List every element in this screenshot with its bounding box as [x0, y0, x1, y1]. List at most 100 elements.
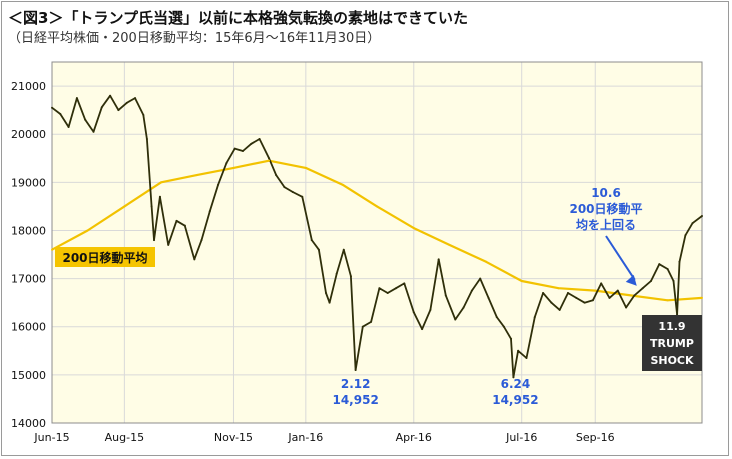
- ma200-point: [195, 174, 198, 177]
- price-point: [225, 162, 228, 165]
- price-point: [134, 97, 137, 100]
- price-point: [75, 97, 78, 100]
- price-point: [349, 275, 352, 278]
- annotation-low-jan-line: 2.12: [341, 377, 371, 391]
- price-point: [517, 349, 520, 352]
- ma200-point: [701, 296, 703, 299]
- price-point: [167, 243, 170, 246]
- price-point: [558, 308, 561, 311]
- price-point: [666, 267, 669, 270]
- price-point: [217, 183, 220, 186]
- price-point: [412, 311, 415, 314]
- price-point: [301, 195, 304, 198]
- price-point: [378, 287, 381, 290]
- price-point: [117, 109, 120, 112]
- price-point: [421, 328, 424, 331]
- price-point: [625, 306, 628, 309]
- price-point: [268, 157, 271, 160]
- price-point: [342, 248, 345, 251]
- price-point: [608, 296, 611, 299]
- trump-shock-box: [642, 315, 702, 371]
- price-point: [175, 219, 178, 222]
- price-point: [125, 101, 128, 104]
- annotation-cross-line: 200日移動平: [569, 201, 642, 216]
- price-point: [84, 118, 87, 121]
- price-point: [429, 308, 432, 311]
- price-point: [142, 113, 145, 116]
- y-tick-label: 14000: [11, 417, 46, 430]
- annotation-cross-arrow-head: [625, 274, 637, 286]
- price-point: [470, 289, 473, 292]
- ma200-point: [268, 159, 271, 162]
- price-point: [51, 106, 53, 109]
- price-point: [550, 301, 553, 304]
- price-point: [386, 292, 389, 295]
- y-tick-label: 21000: [11, 80, 46, 93]
- ma200-point: [123, 205, 126, 208]
- ma200-point: [557, 287, 560, 290]
- price-point: [208, 210, 211, 213]
- x-tick-label: Apr-16: [396, 431, 432, 444]
- ma200-point: [412, 227, 415, 230]
- price-point: [487, 296, 490, 299]
- price-point: [200, 239, 203, 242]
- price-point: [502, 325, 505, 328]
- price-point: [241, 150, 244, 153]
- y-tick-label: 20000: [11, 128, 46, 141]
- x-tick-label: Nov-15: [214, 431, 253, 444]
- x-tick-label: Aug-15: [105, 431, 144, 444]
- price-point: [672, 280, 675, 283]
- price-point: [275, 174, 278, 177]
- price-point: [258, 138, 261, 141]
- price-point: [575, 296, 578, 299]
- plot-area: [52, 62, 702, 423]
- price-point: [394, 287, 397, 290]
- ma200-point: [160, 181, 163, 184]
- price-point: [150, 205, 153, 208]
- price-point: [59, 112, 62, 115]
- ma200-label: 200日移動平均: [62, 250, 147, 265]
- x-tick-label: Sep-16: [576, 431, 615, 444]
- ma200-point: [485, 260, 488, 263]
- price-point: [525, 357, 528, 360]
- price-point: [317, 248, 320, 251]
- price-point: [100, 106, 103, 109]
- price-point: [658, 263, 661, 266]
- annotation-low-jun-line: 6.24: [501, 377, 531, 391]
- ma200-point: [448, 243, 451, 246]
- ma200-point: [232, 166, 235, 169]
- price-point: [512, 376, 515, 379]
- price-point: [158, 195, 161, 198]
- price-point: [454, 318, 457, 321]
- price-point: [633, 294, 636, 297]
- price-point: [361, 325, 364, 328]
- price-point: [641, 287, 644, 290]
- chart-title: ＜図3＞「トランプ氏当選」以前に本格強気転換の素地はできていた: [8, 9, 468, 27]
- annotation-cross-line: 10.6: [591, 186, 621, 200]
- ma200-point: [376, 205, 378, 208]
- price-point: [335, 272, 338, 275]
- plot-border: [51, 61, 703, 424]
- x-tick-label: Jul-16: [505, 431, 537, 444]
- price-point: [591, 299, 594, 302]
- y-tick-label: 16000: [11, 321, 46, 334]
- price-point: [444, 294, 447, 297]
- annotation-cross-line: 均を上回る: [576, 217, 636, 232]
- price-point: [691, 222, 694, 225]
- price-point: [701, 215, 703, 218]
- price-point: [328, 301, 331, 304]
- price-point: [354, 369, 357, 372]
- price-point: [437, 258, 440, 261]
- ma200-point: [594, 289, 597, 292]
- ma200-point: [51, 248, 53, 251]
- ma200-point: [666, 299, 669, 302]
- price-point: [183, 224, 186, 227]
- price-point: [324, 292, 327, 295]
- annotation-trump-line: 11.9: [658, 320, 685, 333]
- price-point: [495, 316, 498, 319]
- ma200-point: [341, 183, 344, 186]
- x-tick-label: Jan-16: [287, 431, 323, 444]
- annotation-trump-line: TRUMP: [650, 337, 694, 350]
- price-point: [310, 239, 313, 242]
